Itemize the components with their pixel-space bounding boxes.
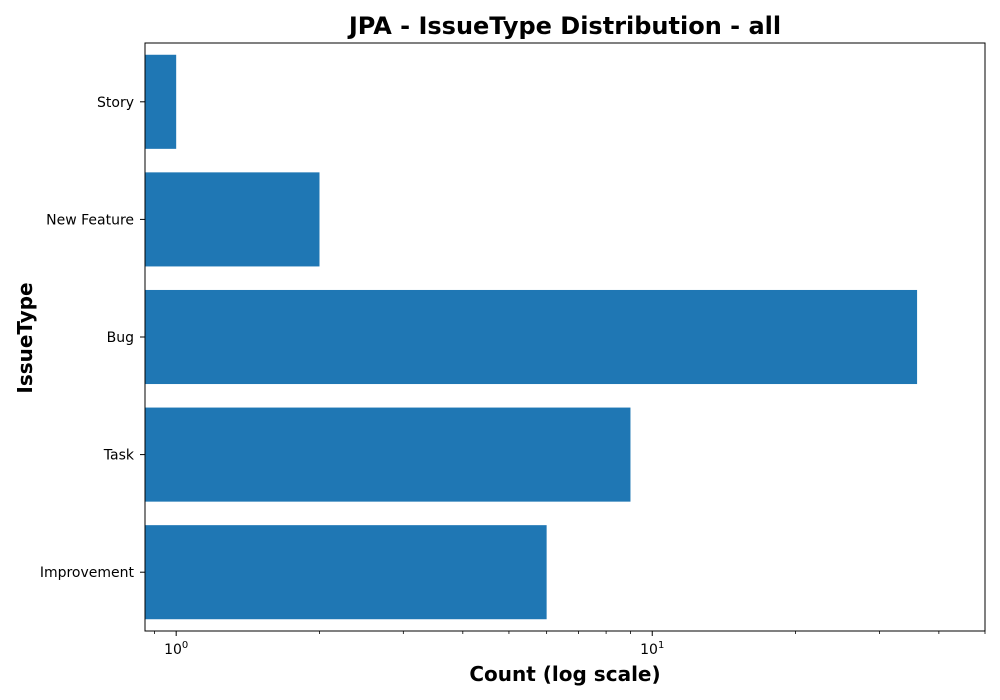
plot-frame xyxy=(144,42,986,632)
bar-task xyxy=(145,407,631,502)
y-tick-label: Improvement xyxy=(40,565,135,581)
y-tick-label: Task xyxy=(103,448,135,464)
x-tick-label: 100 xyxy=(164,640,188,658)
bar-story xyxy=(145,54,177,149)
bar-improvement xyxy=(145,525,547,620)
y-tick-label: New Feature xyxy=(46,212,134,228)
plot-area: Story New Feature Bug Task Improvement 100 101 xyxy=(40,42,986,658)
y-tick-label: Story xyxy=(97,95,134,111)
bar-bug xyxy=(145,289,918,385)
chart-title: JPA - IssueType Distribution - all xyxy=(347,12,781,40)
bar-new-feature xyxy=(145,172,320,267)
y-axis-label: IssueType xyxy=(13,282,37,393)
y-tick-label: Bug xyxy=(107,330,134,346)
x-tick-label: 101 xyxy=(640,640,664,658)
x-axis-label: Count (log scale) xyxy=(469,662,660,686)
